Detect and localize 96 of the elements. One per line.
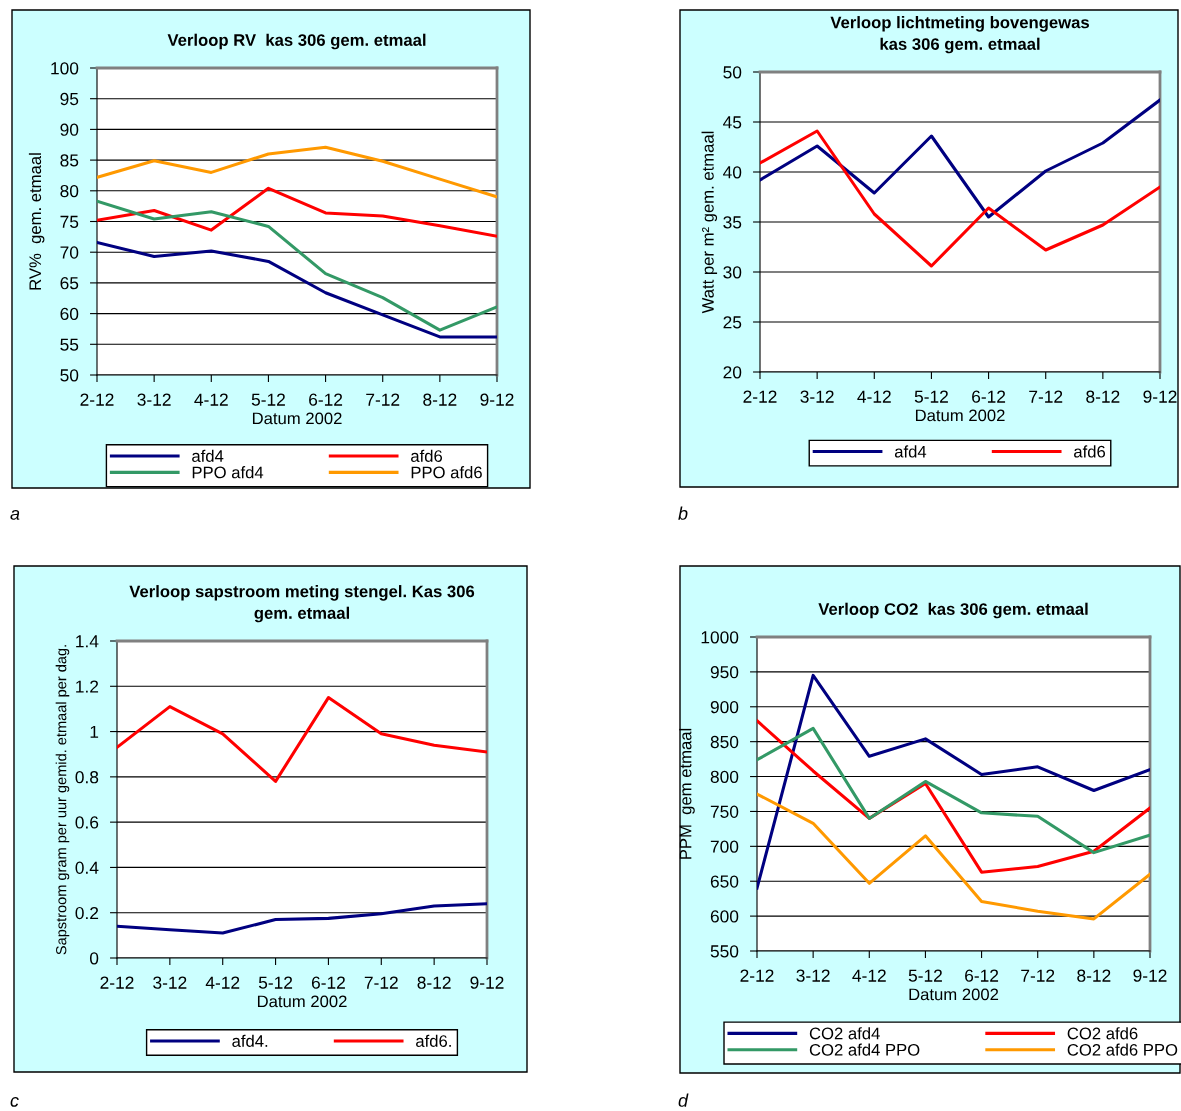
x-tick-label: 8-12 xyxy=(1077,969,1111,982)
y-tick-label: 900 xyxy=(710,700,739,714)
y-tick-label: 80 xyxy=(60,184,79,198)
y-tick-label: 0.8 xyxy=(75,771,99,784)
x-tick-label: 2-12 xyxy=(80,393,114,406)
x-tick-label: 5-12 xyxy=(251,393,285,406)
y-tick-label: 60 xyxy=(60,307,79,321)
x-tick-label: 5-12 xyxy=(258,976,293,989)
y-tick-label: 950 xyxy=(710,666,739,679)
x-tick-label: 3-12 xyxy=(796,969,830,982)
x-tick-label: 8-12 xyxy=(417,976,451,989)
y-tick-label: 850 xyxy=(710,735,739,749)
y-tick-label: 0.4 xyxy=(75,861,99,874)
x-tick-label: 4-12 xyxy=(857,390,891,403)
legend-label: CO2 afd4 PPO xyxy=(809,1043,920,1056)
x-tick-label: 8-12 xyxy=(1086,390,1120,403)
text: d xyxy=(678,1093,689,1107)
x-tick-label: 2-12 xyxy=(743,390,777,403)
legend-label: afd4 xyxy=(192,449,224,462)
y-tick-label: 100 xyxy=(51,62,79,75)
chart-title: Verloop RV kas 306 gem. etmaal xyxy=(167,33,426,50)
x-axis-title: Datum 2002 xyxy=(252,412,342,425)
y-tick-label: 600 xyxy=(710,910,739,923)
y-axis-title: Watt per m² gem. etmaal xyxy=(701,131,718,314)
y-tick-label: 30 xyxy=(723,266,742,279)
x-tick-label: 3-12 xyxy=(137,393,171,406)
legend-label: afd6. xyxy=(416,1034,451,1047)
y-axis-title: PPM gem etmaal xyxy=(679,728,695,859)
y-tick-label: 20 xyxy=(723,366,742,379)
y-tick-label: 90 xyxy=(60,123,79,136)
text: b xyxy=(678,506,688,520)
legend-label: PPO afd6 xyxy=(411,466,482,479)
x-tick-label: 7-12 xyxy=(364,976,398,989)
x-tick-label: 4-12 xyxy=(194,393,228,406)
legend-label: afd4. xyxy=(232,1034,268,1047)
legend-label: afd4 xyxy=(894,445,927,458)
text: a xyxy=(10,509,20,520)
x-tick-label: 9-12 xyxy=(1143,390,1177,403)
x-tick-label: 3-12 xyxy=(153,976,187,989)
y-tick-label: 40 xyxy=(723,166,742,179)
legend-label: CO2 afd6 xyxy=(1067,1027,1138,1040)
y-tick-label: 50 xyxy=(723,66,742,79)
y-tick-label: 1000 xyxy=(701,631,739,644)
x-axis-title: Datum 2002 xyxy=(915,409,1005,422)
legend-label: PPO afd4 xyxy=(192,466,264,479)
y-tick-label: 0.6 xyxy=(75,816,99,829)
chart-title: Verloop lichtmeting bovengewas kas 306 gem. etmaal xyxy=(830,16,1089,54)
legend-label: CO2 afd4 xyxy=(809,1027,880,1040)
x-tick-label: 4-12 xyxy=(205,976,240,989)
y-tick-label: 65 xyxy=(60,277,79,290)
x-tick-label: 4-12 xyxy=(852,969,886,982)
x-tick-label: 3-12 xyxy=(800,390,834,403)
chart-title: Verloop CO2 kas 306 gem. etmaal xyxy=(818,602,1088,619)
y-tick-label: 750 xyxy=(710,805,739,818)
x-tick-label: 8-12 xyxy=(423,393,457,406)
y-tick-label: 85 xyxy=(60,154,79,167)
x-tick-label: 9-12 xyxy=(470,976,504,989)
x-tick-label: 7-12 xyxy=(1029,390,1063,403)
y-axis-title: RV% gem. etmaal xyxy=(28,153,45,290)
y-tick-label: 800 xyxy=(710,770,739,784)
legend-label: CO2 afd6 PPO xyxy=(1067,1043,1178,1056)
x-tick-label: 7-12 xyxy=(366,393,400,406)
y-tick-label: 95 xyxy=(60,92,79,106)
y-tick-label: 1.4 xyxy=(76,635,99,648)
y-tick-label: 35 xyxy=(723,216,742,229)
x-tick-label: 9-12 xyxy=(480,393,514,406)
x-tick-label: 9-12 xyxy=(1133,969,1167,982)
chart-title: Verloop sapstroom meting stengel. Kas 306 gem. etmaal xyxy=(129,585,475,623)
y-tick-label: 1.2 xyxy=(76,680,99,693)
x-axis-title: Datum 2002 xyxy=(909,988,999,1001)
x-tick-label: 6-12 xyxy=(311,976,345,989)
y-tick-label: 700 xyxy=(710,840,739,853)
y-tick-label: 75 xyxy=(60,215,79,228)
x-tick-label: 6-12 xyxy=(309,393,343,406)
x-tick-label: 5-12 xyxy=(914,390,948,403)
legend-label: afd6 xyxy=(1074,445,1106,458)
y-tick-label: 25 xyxy=(723,316,742,329)
x-tick-label: 6-12 xyxy=(972,390,1006,403)
y-tick-label: 55 xyxy=(60,338,79,351)
x-tick-label: 7-12 xyxy=(1021,969,1055,982)
y-tick-label: 0.2 xyxy=(75,906,99,920)
y-tick-label: 50 xyxy=(60,369,79,382)
y-tick-label: 550 xyxy=(710,945,739,958)
x-tick-label: 2-12 xyxy=(100,976,134,989)
x-tick-label: 6-12 xyxy=(965,969,999,982)
x-tick-label: 5-12 xyxy=(908,969,942,982)
y-tick-label: 0 xyxy=(89,952,99,965)
y-tick-label: 70 xyxy=(60,246,79,259)
y-tick-label: 1 xyxy=(90,725,99,738)
x-tick-label: 2-12 xyxy=(740,969,774,982)
y-tick-label: 650 xyxy=(710,875,739,888)
legend-label: afd6 xyxy=(411,449,443,462)
text: c xyxy=(10,1096,19,1107)
y-tick-label: 45 xyxy=(723,116,742,129)
x-axis-title: Datum 2002 xyxy=(257,995,347,1008)
y-axis-title: Sapstroom gram per uur gemid. etmaal per dag. xyxy=(55,645,70,955)
